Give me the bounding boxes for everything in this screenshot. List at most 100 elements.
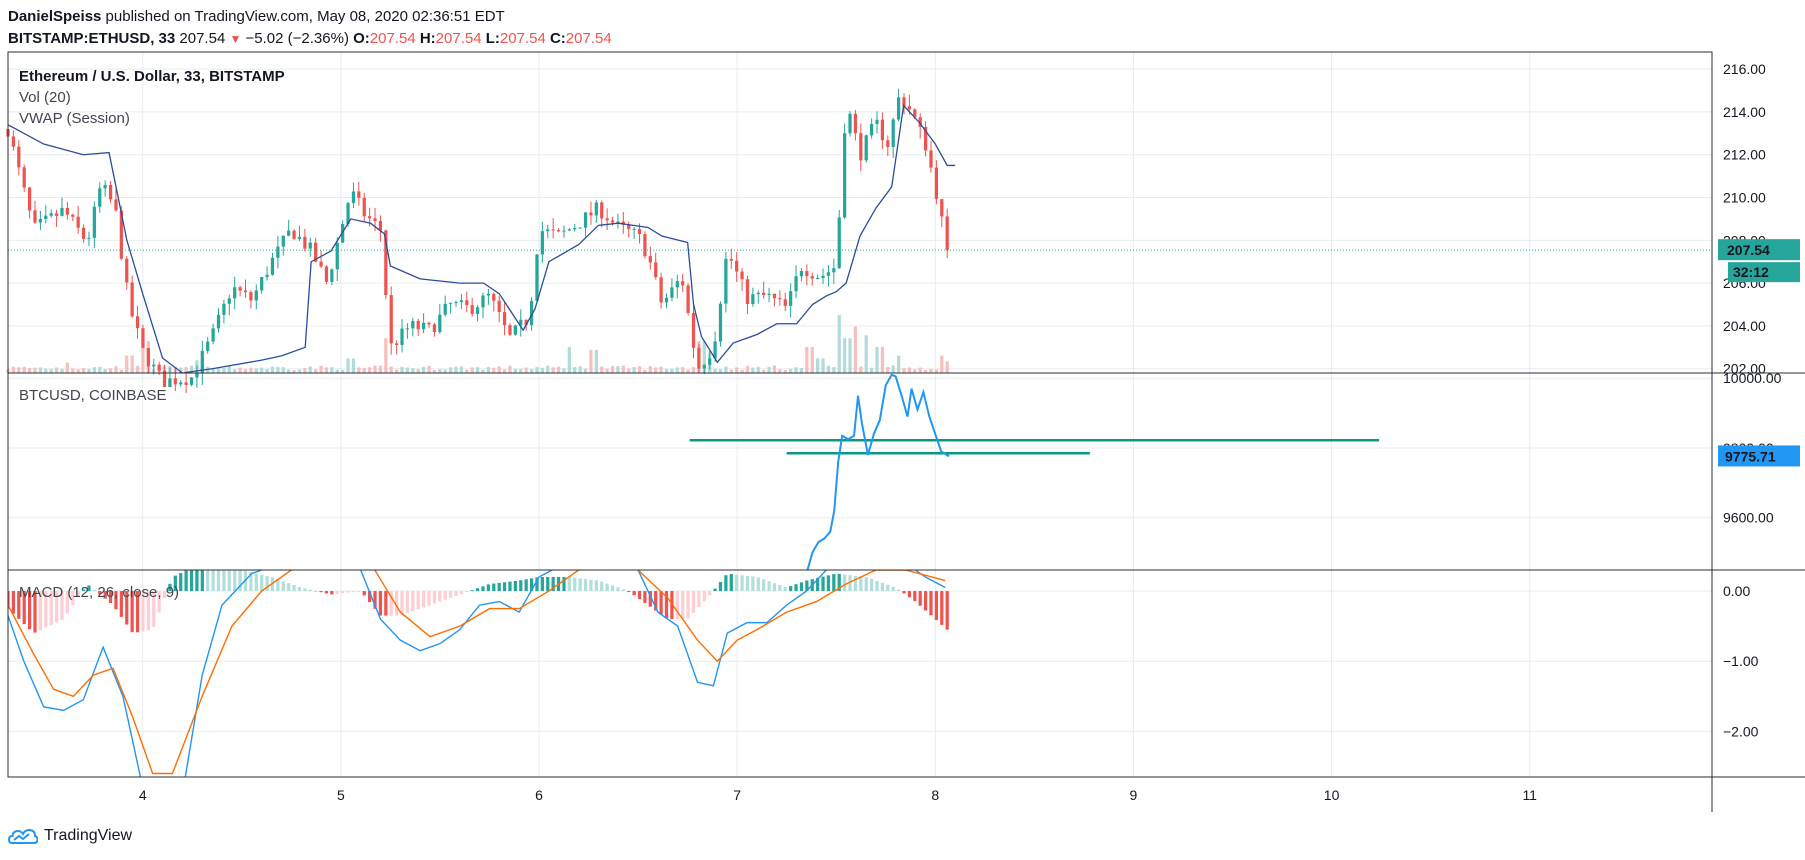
volume-bar (438, 369, 442, 373)
volume-bar (524, 367, 528, 373)
macd-pane-title[interactable]: MACD (12, 26, close, 9) (19, 584, 179, 601)
candle-body (567, 229, 571, 231)
candle-body (71, 214, 75, 217)
volume-bar (362, 367, 366, 373)
candle-body (508, 325, 512, 335)
macd-histogram-bar (540, 577, 544, 592)
macd-histogram-bar (384, 591, 388, 616)
macd-histogram-bar (405, 591, 410, 614)
eth-price-tick: 214.00 (1723, 104, 1766, 120)
volume-bar (448, 367, 453, 373)
macd-histogram-bar (189, 570, 194, 592)
volume-bar (794, 367, 798, 373)
volume-bar (551, 367, 555, 373)
macd-histogram-bar (632, 591, 636, 596)
price-axis[interactable]: 216.00214.00212.00210.00208.00206.00204.… (1718, 61, 1800, 739)
eth-price-tick: 216.00 (1723, 61, 1766, 77)
macd-histogram-bar (713, 588, 717, 592)
candle-body (146, 347, 150, 367)
macd-histogram-bar (200, 570, 204, 592)
candle-body (92, 206, 96, 238)
macd-content (8, 570, 949, 777)
volume-bar (632, 367, 636, 373)
macd-histogram-bar (551, 577, 555, 592)
macd-value-tick: −2.00 (1723, 723, 1759, 739)
candle-body (616, 221, 620, 223)
macd-histogram-bar (546, 577, 550, 592)
candle-body (330, 269, 334, 282)
candle-body (821, 275, 825, 278)
macd-histogram-bar (875, 580, 879, 592)
macd-histogram-bar (373, 591, 377, 609)
macd-histogram-bar (443, 591, 447, 600)
countdown-badge-label: 32:12 (1733, 264, 1769, 280)
volume-bar (373, 365, 377, 373)
volume-bar (119, 369, 123, 373)
macd-histogram-bar (454, 591, 458, 596)
candle-body (103, 184, 107, 189)
candle-body (11, 136, 16, 147)
volume-bar (789, 368, 793, 373)
macd-histogram-bar (44, 591, 48, 628)
eth-pane-title[interactable]: Ethereum / U.S. Dollar, 33, BITSTAMP (19, 68, 285, 85)
volume-bar (303, 367, 307, 373)
candle-body (578, 227, 582, 229)
volume-bar (384, 338, 388, 373)
pane-frame (7, 51, 1805, 812)
volume-bar (616, 366, 620, 373)
candle-body (546, 229, 550, 232)
volume-bar (529, 369, 534, 373)
candle-body (427, 322, 431, 325)
volume-bar (810, 346, 814, 373)
candle-body (98, 188, 102, 207)
volume-bar (314, 369, 318, 373)
chart-header: DanielSpeiss published on TradingView.co… (8, 6, 612, 50)
volume-bar (648, 366, 652, 373)
macd-histogram-bar (470, 590, 474, 592)
candle-body (610, 220, 615, 223)
volume-bar (497, 366, 501, 373)
candle-body (195, 373, 199, 378)
btc-pane-title[interactable]: BTCUSD, COINBASE (19, 387, 167, 404)
volume-bar (38, 367, 43, 373)
candle-body (627, 224, 631, 230)
volume-bar (481, 369, 485, 373)
candle-body (378, 221, 383, 231)
candle-body (281, 235, 285, 247)
volume-bar (65, 362, 69, 373)
volume-bar (740, 369, 744, 373)
candle-body (276, 246, 280, 258)
candle-body (826, 272, 831, 276)
vol-indicator-label[interactable]: Vol (20) (19, 89, 71, 106)
volume-bar (233, 369, 237, 373)
volume-bar (44, 368, 48, 373)
candle-body (60, 207, 64, 216)
time-axis[interactable]: 4 5 6 7 8 9 10 11 (139, 787, 1537, 803)
candle-body (816, 277, 820, 279)
macd-histogram-bar (913, 591, 917, 602)
candle-body (556, 230, 561, 232)
candle-body (200, 350, 204, 374)
macd-histogram-bar (486, 584, 491, 592)
macd-histogram-bar (918, 591, 922, 606)
candle-body (621, 221, 625, 225)
volume-bar (270, 366, 275, 373)
tradingview-cloud-icon (8, 828, 38, 844)
footer-brand[interactable]: TradingView (8, 826, 132, 846)
volume-bar (637, 366, 642, 373)
candle-body (762, 292, 766, 296)
volume-bar (357, 367, 361, 373)
chart-area[interactable]: 216.00214.00212.00210.00208.00206.00204.… (0, 0, 1805, 825)
macd-histogram-bar (940, 591, 944, 625)
volume-bar (675, 367, 679, 373)
macd-histogram-bar (740, 575, 744, 592)
macd-histogram-bar (141, 591, 145, 632)
macd-histogram-bar (411, 591, 415, 612)
macd-histogram-bar (346, 591, 350, 593)
vwap-indicator-label[interactable]: VWAP (Session) (19, 110, 130, 127)
macd-histogram-bar (729, 573, 733, 592)
volume-bar (297, 369, 302, 373)
publisher-name[interactable]: DanielSpeiss (8, 8, 102, 25)
high-value: 207.54 (435, 30, 482, 47)
candle-body (17, 146, 21, 168)
